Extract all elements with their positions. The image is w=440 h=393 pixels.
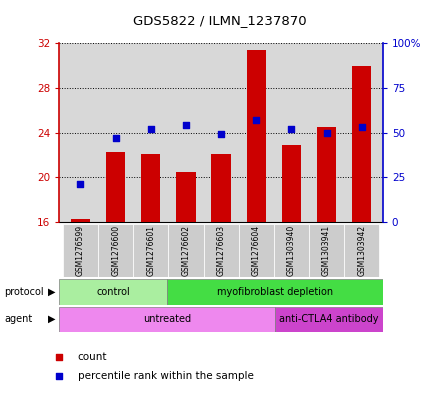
Bar — [317, 127, 336, 222]
Text: GSM1276601: GSM1276601 — [146, 225, 155, 276]
Point — [363, 284, 370, 290]
Point — [363, 105, 370, 111]
Text: GDS5822 / ILMN_1237870: GDS5822 / ILMN_1237870 — [133, 14, 307, 27]
Text: GSM1303941: GSM1303941 — [322, 225, 331, 276]
Point — [147, 126, 154, 132]
Text: GSM1276602: GSM1276602 — [181, 225, 191, 276]
Bar — [169, 224, 204, 277]
Bar — [71, 219, 90, 222]
Text: agent: agent — [4, 314, 33, 324]
Bar — [176, 172, 196, 222]
Bar — [59, 279, 167, 305]
Text: GSM1276600: GSM1276600 — [111, 225, 120, 276]
Text: GSM1303940: GSM1303940 — [287, 225, 296, 276]
Bar — [344, 224, 379, 277]
Bar — [133, 224, 169, 277]
Bar — [63, 224, 98, 277]
Bar — [98, 224, 133, 277]
Bar — [141, 154, 161, 222]
Bar — [212, 154, 231, 222]
Text: GSM1303942: GSM1303942 — [357, 225, 366, 276]
Text: ▶: ▶ — [48, 314, 55, 324]
Point — [183, 122, 190, 129]
Point — [253, 117, 260, 123]
Point — [288, 126, 295, 132]
Text: untreated: untreated — [143, 314, 191, 324]
Bar — [274, 224, 309, 277]
Bar — [282, 145, 301, 222]
Bar — [352, 66, 371, 222]
Bar — [246, 50, 266, 222]
Point — [218, 131, 225, 138]
Text: control: control — [96, 287, 130, 297]
Bar — [59, 307, 275, 332]
Text: anti-CTLA4 antibody: anti-CTLA4 antibody — [279, 314, 379, 324]
Text: ▶: ▶ — [48, 286, 55, 297]
Text: GSM1276604: GSM1276604 — [252, 225, 261, 276]
Bar — [275, 307, 383, 332]
Bar — [309, 224, 344, 277]
Point — [112, 135, 119, 141]
Bar — [204, 224, 238, 277]
Text: protocol: protocol — [4, 286, 44, 297]
Bar — [106, 152, 125, 222]
Text: count: count — [78, 352, 107, 362]
Text: percentile rank within the sample: percentile rank within the sample — [78, 371, 253, 382]
Text: GSM1276603: GSM1276603 — [216, 225, 226, 276]
Text: myofibroblast depletion: myofibroblast depletion — [217, 287, 333, 297]
Point — [77, 181, 84, 187]
Bar — [167, 279, 383, 305]
Bar — [238, 224, 274, 277]
Point — [323, 129, 330, 136]
Text: GSM1276599: GSM1276599 — [76, 225, 85, 276]
Point — [358, 124, 365, 130]
